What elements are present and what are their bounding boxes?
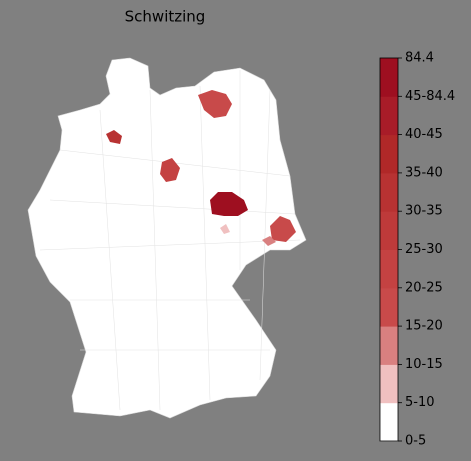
colorbar-label: 0-5 <box>405 434 426 449</box>
germany-map <box>27 57 307 419</box>
colorbar-band <box>380 287 398 327</box>
colorbar-label: 5-10 <box>405 395 435 410</box>
colorbar-band <box>380 96 398 136</box>
region <box>106 130 122 144</box>
colorbar-band <box>380 326 398 365</box>
colorbar-band <box>380 134 398 174</box>
colorbar: 0-5 5-10 10-15 15-20 20-25 25-30 30-35 35-40 40-… <box>379 51 455 449</box>
region <box>160 158 180 182</box>
colorbar-label: 84.4 <box>405 51 434 66</box>
colorbar-band <box>380 172 398 212</box>
region <box>198 90 232 118</box>
map-title: Schwitzing <box>125 8 206 26</box>
colorbar-label: 10-15 <box>405 357 443 372</box>
country-outline <box>27 57 307 419</box>
region <box>210 192 248 216</box>
region <box>262 236 276 246</box>
colorbar-label: 35-40 <box>405 165 443 180</box>
colorbar-label: 15-20 <box>405 319 443 334</box>
colorbar-label: 40-45 <box>405 127 443 142</box>
colorbar-label: 25-30 <box>405 242 443 257</box>
colorbar-band <box>380 58 398 97</box>
region <box>220 224 230 234</box>
colorbar-band <box>380 211 398 250</box>
colorbar-band <box>380 402 398 442</box>
colorbar-band <box>380 364 398 404</box>
colorbar-band <box>380 249 398 289</box>
colorbar-label: 45-84.4 <box>405 89 455 104</box>
region <box>270 216 296 242</box>
colorbar-label: 20-25 <box>405 280 443 295</box>
colorbar-label: 30-35 <box>405 204 443 219</box>
